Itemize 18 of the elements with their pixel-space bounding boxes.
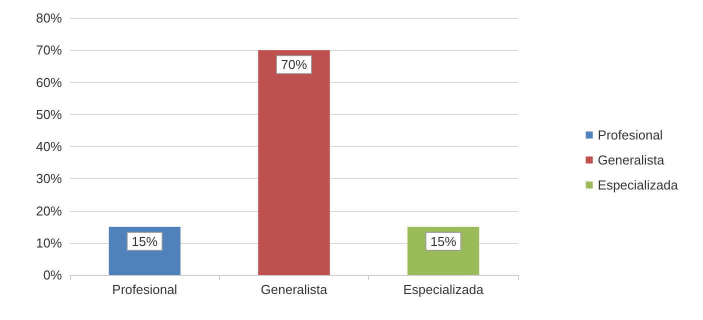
y-tick-label: 70% (36, 42, 62, 58)
legend-label: Generalista (598, 152, 666, 168)
x-tick-label: Especializada (403, 282, 484, 297)
y-tick-label: 0% (43, 268, 62, 282)
data-label: 15% (430, 234, 457, 249)
legend-label: Profesional (598, 128, 663, 142)
legend-label: Especializada (598, 178, 679, 192)
x-tick-label: Profesional (112, 282, 178, 297)
y-tick-label: 40% (36, 139, 62, 154)
y-tick-label: 80% (36, 10, 62, 26)
y-tick-label: 10% (36, 235, 62, 250)
y-tick-label: 20% (36, 203, 62, 218)
y-tick-label: 50% (36, 106, 62, 122)
data-label: 70% (280, 57, 308, 72)
y-tick-label: 60% (36, 74, 62, 90)
data-label: 15% (132, 234, 158, 249)
x-tick-label: Generalista (260, 282, 328, 297)
y-tick-label: 30% (36, 171, 62, 186)
